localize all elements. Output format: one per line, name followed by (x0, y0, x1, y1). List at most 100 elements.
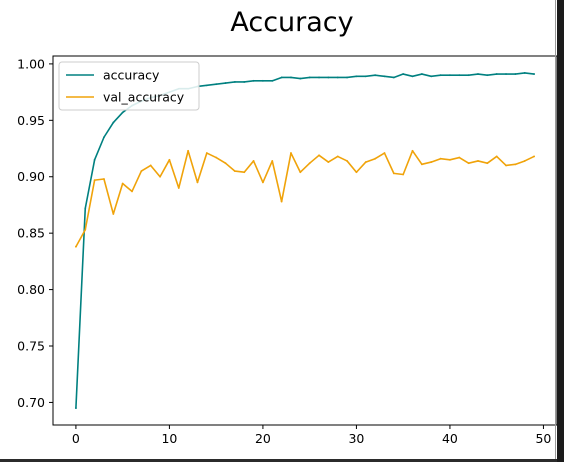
y-tick-label: 0.75 (17, 339, 45, 354)
window-edge (557, 0, 564, 462)
data-point-val_accuracy (374, 157, 377, 160)
data-point-val_accuracy (205, 152, 208, 154)
data-point-accuracy (262, 79, 264, 82)
y-tick-label: 0.70 (17, 395, 45, 410)
plot-area-frame (52, 55, 558, 426)
data-point-accuracy (290, 76, 292, 79)
data-point-accuracy (523, 72, 526, 74)
data-point-accuracy (486, 74, 489, 77)
data-point-accuracy (411, 75, 414, 78)
data-point-val_accuracy (271, 160, 274, 162)
data-point-val_accuracy (308, 162, 311, 165)
data-point-val_accuracy (168, 158, 171, 161)
data-point-val_accuracy (280, 200, 283, 203)
legend-label-val_accuracy: val_accuracy (103, 90, 185, 105)
data-point-val_accuracy (177, 187, 180, 189)
data-point-val_accuracy (140, 170, 143, 173)
data-point-val_accuracy (402, 173, 405, 176)
window-bottom-edge (0, 459, 557, 462)
data-point-val_accuracy (103, 178, 105, 180)
data-point-val_accuracy (514, 163, 517, 166)
data-point-accuracy (215, 83, 218, 86)
data-point-val_accuracy (439, 157, 442, 160)
data-point-accuracy (383, 75, 386, 78)
data-point-accuracy (93, 158, 96, 161)
data-point-val_accuracy (262, 181, 264, 184)
data-point-accuracy (449, 74, 451, 77)
data-point-val_accuracy (290, 152, 292, 154)
data-point-accuracy (103, 136, 105, 139)
x-tick-label: 50 (535, 431, 551, 446)
data-point-accuracy (355, 75, 358, 78)
data-point-val_accuracy (196, 181, 199, 184)
data-point-val_accuracy (84, 228, 87, 231)
data-point-accuracy (271, 79, 274, 82)
data-point-val_accuracy (467, 162, 470, 165)
data-point-val_accuracy (449, 158, 451, 161)
data-point-accuracy (252, 79, 255, 82)
data-point-accuracy (336, 76, 339, 79)
data-point-accuracy (505, 73, 507, 75)
data-point-accuracy (327, 76, 330, 79)
data-point-val_accuracy (131, 190, 133, 193)
data-point-accuracy (458, 74, 461, 77)
data-point-val_accuracy (149, 164, 152, 167)
data-point-accuracy (205, 84, 208, 87)
data-point-accuracy (346, 76, 348, 79)
data-point-accuracy (224, 82, 227, 84)
data-point-accuracy (467, 74, 470, 77)
data-point-val_accuracy (243, 171, 246, 174)
data-point-accuracy (439, 74, 442, 77)
data-point-val_accuracy (327, 161, 330, 163)
data-point-accuracy (308, 76, 311, 79)
data-point-val_accuracy (299, 171, 302, 174)
data-point-val_accuracy (233, 170, 236, 173)
data-point-val_accuracy (355, 171, 358, 174)
x-tick-label: 0 (72, 431, 80, 446)
data-point-val_accuracy (383, 152, 386, 154)
data-point-val_accuracy (420, 163, 423, 166)
data-point-val_accuracy (224, 162, 227, 165)
data-point-val_accuracy (458, 156, 461, 159)
data-point-accuracy (233, 81, 236, 83)
data-point-val_accuracy (215, 156, 218, 159)
data-point-val_accuracy (392, 172, 395, 175)
y-tick-label: 0.90 (17, 169, 45, 184)
data-point-accuracy (392, 76, 395, 79)
data-point-accuracy (364, 75, 367, 78)
data-point-accuracy (477, 73, 479, 75)
x-tick-label: 20 (255, 431, 271, 446)
data-point-accuracy (420, 73, 423, 75)
data-point-val_accuracy (93, 179, 96, 182)
data-point-val_accuracy (430, 161, 433, 163)
data-point-accuracy (75, 407, 77, 409)
window-edge-line (555, 0, 556, 462)
data-point-accuracy (299, 77, 302, 80)
data-point-val_accuracy (75, 245, 77, 248)
data-point-val_accuracy (477, 160, 479, 162)
data-point-val_accuracy (533, 155, 535, 158)
y-tick-label: 0.80 (17, 282, 45, 297)
data-point-accuracy (430, 75, 433, 78)
data-point-val_accuracy (364, 161, 367, 163)
data-point-val_accuracy (159, 175, 161, 178)
data-point-accuracy (495, 73, 498, 75)
data-point-val_accuracy (318, 154, 320, 157)
chart-title: Accuracy (230, 7, 353, 38)
data-point-val_accuracy (505, 164, 507, 167)
data-point-val_accuracy (121, 182, 124, 185)
data-point-val_accuracy (187, 149, 190, 152)
data-point-val_accuracy (346, 160, 348, 162)
data-point-accuracy (318, 76, 320, 79)
x-tick-label: 40 (442, 431, 458, 446)
data-point-val_accuracy (523, 160, 526, 162)
series-line-val_accuracy (75, 149, 535, 248)
y-tick-label: 0.95 (17, 113, 45, 128)
data-point-accuracy (280, 76, 283, 79)
data-point-val_accuracy (252, 160, 255, 162)
data-point-accuracy (533, 73, 535, 75)
data-point-accuracy (514, 73, 517, 75)
y-tick-label: 0.85 (17, 226, 45, 241)
